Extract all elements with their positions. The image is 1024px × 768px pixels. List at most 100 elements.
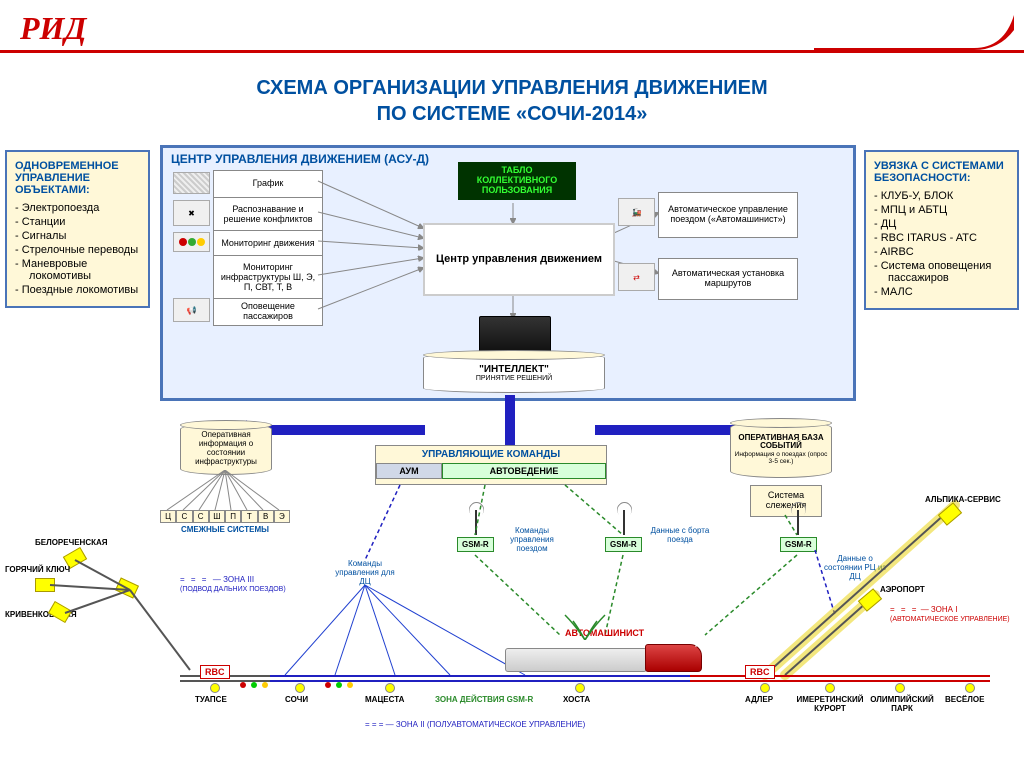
gsm-zone: ЗОНА ДЕЙСТВИЯ GSM-R <box>435 695 533 704</box>
page-title: СХЕМА ОРГАНИЗАЦИИ УПРАВЛЕНИЯ ДВИЖЕНИЕМ П… <box>0 75 1024 127</box>
st-tuapse: ТУАПСЕ <box>195 695 227 704</box>
adj-cell: С <box>176 510 192 523</box>
tablo: ТАБЛО КОЛЛЕКТИВНОГО ПОЛЬЗОВАНИЯ <box>458 162 576 200</box>
adj-cell: Э <box>274 510 290 523</box>
adj-title: СМЕЖНЫЕ СИСТЕМЫ <box>160 526 290 535</box>
st-adler: АДЛЕР <box>745 695 773 704</box>
aum-tab: АУМ <box>376 463 442 479</box>
cmd-title: УПРАВЛЯЮЩИЕ КОМАНДЫ <box>376 446 606 463</box>
left-item: Электропоезда <box>29 202 140 214</box>
klubu-label: КЛУБ-У <box>695 642 720 649</box>
left-panel-title: ОДНОВРЕМЕННОЕ УПРАВЛЕНИЕ ОБЪЕКТАМИ: <box>15 160 140 196</box>
right-item: Система оповещения пассажиров <box>888 260 1009 284</box>
swoosh-icon <box>814 10 1014 50</box>
auto-tab: АВТОВЕДЕНИЕ <box>442 463 606 479</box>
fan-lines <box>155 470 295 510</box>
right-item: AIRBC <box>888 246 1009 258</box>
monitor-icon <box>173 232 210 252</box>
antenna-icon <box>475 510 477 535</box>
graph-icon <box>173 172 210 194</box>
tip-cmd-dc: Команды управления для ДЦ <box>330 560 400 586</box>
radio-icon <box>555 605 615 640</box>
right-panel-title: УВЯЗКА С СИСТЕМАМИ БЕЗОПАСНОСТИ: <box>874 160 1009 184</box>
infra-db: Оперативная информация о состоянии инфра… <box>180 423 272 475</box>
left-item: Поездные локомотивы <box>29 284 140 296</box>
right-panel: УВЯЗКА С СИСТЕМАМИ БЕЗОПАСНОСТИ: КЛУБ-У,… <box>864 150 1019 310</box>
arrow-right <box>595 425 750 435</box>
arrow-down <box>505 395 515 450</box>
station-dot <box>385 683 395 693</box>
left-item: Сигналы <box>29 230 140 242</box>
zone1: = = = — ЗОНА I (АВТОМАТИЧЕСКОЕ УПРАВЛЕНИ… <box>890 605 1010 623</box>
zone2: = = = — ЗОНА II (ПОЛУАВТОМАТИЧЕСКОЕ УПРА… <box>365 720 585 729</box>
node-route: Автоматическая установка маршрутов <box>658 258 798 300</box>
adjacent-systems: Ц С С Ш П Т В Э СМЕЖНЫЕ СИСТЕМЫ <box>160 510 290 535</box>
zone3: = = = — ЗОНА III (ПОДВОД ДАЛЬНИХ ПОЕЗДОВ… <box>180 575 286 593</box>
station-dot <box>575 683 585 693</box>
diagram-area: ОДНОВРЕМЕННОЕ УПРАВЛЕНИЕ ОБЪЕКТАМИ: Элек… <box>5 145 1019 763</box>
st-aeroport: АЭРОПОРТ <box>880 585 925 594</box>
right-item: КЛУБ-У, БЛОК <box>888 190 1009 202</box>
gsm-2: GSM-R <box>605 537 642 552</box>
rbc-left: RBC <box>200 665 230 679</box>
arrow-left <box>245 425 425 435</box>
branch-right <box>725 475 1005 685</box>
signal-icon <box>336 682 342 688</box>
rzd-logo: РИД <box>20 10 86 47</box>
branch-lines <box>5 535 205 675</box>
st-imer: ИМЕРЕТИНСКИЙ КУРОРТ <box>795 695 865 713</box>
st-olymp: ОЛИМПИЙСКИЙ ПАРК <box>867 695 937 713</box>
right-item: МАЛС <box>888 286 1009 298</box>
tip-cmd-poezd: Команды управления поездом <box>497 527 567 553</box>
station-dot <box>295 683 305 693</box>
left-item: Станции <box>29 216 140 228</box>
server-icon <box>479 316 551 353</box>
rbc-right: RBC <box>745 665 775 679</box>
signal-icon <box>262 682 268 688</box>
route-icon: ⇄ <box>618 263 655 291</box>
station-dot <box>760 683 770 693</box>
adj-cell: П <box>225 510 241 523</box>
st-sochi: СОЧИ <box>285 695 308 704</box>
signal-icon <box>347 682 353 688</box>
left-item: Маневровые локомотивы <box>29 258 140 282</box>
hub-node: Центр управления движением <box>423 223 615 296</box>
node-infra: Мониторинг инфраструктуры Ш, Э, П, СВТ, … <box>213 255 323 301</box>
signal-icon <box>251 682 257 688</box>
train-icon <box>505 640 705 672</box>
st-alpika: АЛЬПИКА-СЕРВИС <box>925 495 1001 504</box>
st-veseloe: ВЕСЁЛОЕ <box>945 695 984 704</box>
antenna-icon <box>623 510 625 535</box>
node-automach: Автоматическое управление поездом («Авто… <box>658 192 798 238</box>
adj-cell: С <box>193 510 209 523</box>
station-dot <box>825 683 835 693</box>
gsm-1: GSM-R <box>457 537 494 552</box>
left-item: Стрелочные переводы <box>29 244 140 256</box>
node-conflict: Распознавание и решение конфликтов <box>213 197 323 233</box>
station-dot <box>210 683 220 693</box>
intellect-db: "ИНТЕЛЛЕКТ" ПРИНЯТИЕ РЕШЕНИЙ <box>423 353 605 393</box>
st-hosta: ХОСТА <box>563 695 590 704</box>
signal-icon <box>325 682 331 688</box>
event-db: ОПЕРАТИВНАЯ БАЗА СОБЫТИЙ Информация о по… <box>730 421 832 478</box>
adj-cell: Т <box>241 510 257 523</box>
station-dot <box>895 683 905 693</box>
signal-icon <box>240 682 246 688</box>
conflict-icon: ✖ <box>173 200 210 226</box>
station-dot <box>965 683 975 693</box>
right-item: МПЦ и АБТЦ <box>888 204 1009 216</box>
adj-cell: В <box>258 510 274 523</box>
asu-d-box: ЦЕНТР УПРАВЛЕНИЯ ДВИЖЕНИЕМ (АСУ-Д) ТАБЛО… <box>160 145 856 401</box>
node-graph: График <box>213 170 323 198</box>
right-item: RBC ITARUS - ATC <box>888 232 1009 244</box>
speaker-icon: 📢 <box>173 298 210 322</box>
node-announce: Оповещение пассажиров <box>213 298 323 326</box>
adj-cell: Ш <box>209 510 225 523</box>
st-macesta: МАЦЕСТА <box>365 695 404 704</box>
tip-data-bort: Данные с борта поезда <box>650 527 710 545</box>
left-panel: ОДНОВРЕМЕННОЕ УПРАВЛЕНИЕ ОБЪЕКТАМИ: Элек… <box>5 150 150 308</box>
right-item: ДЦ <box>888 218 1009 230</box>
top-divider <box>0 50 1024 53</box>
cmd-panel: УПРАВЛЯЮЩИЕ КОМАНДЫ АУМ АВТОВЕДЕНИЕ <box>375 445 607 485</box>
node-monitor: Мониторинг движения <box>213 230 323 258</box>
